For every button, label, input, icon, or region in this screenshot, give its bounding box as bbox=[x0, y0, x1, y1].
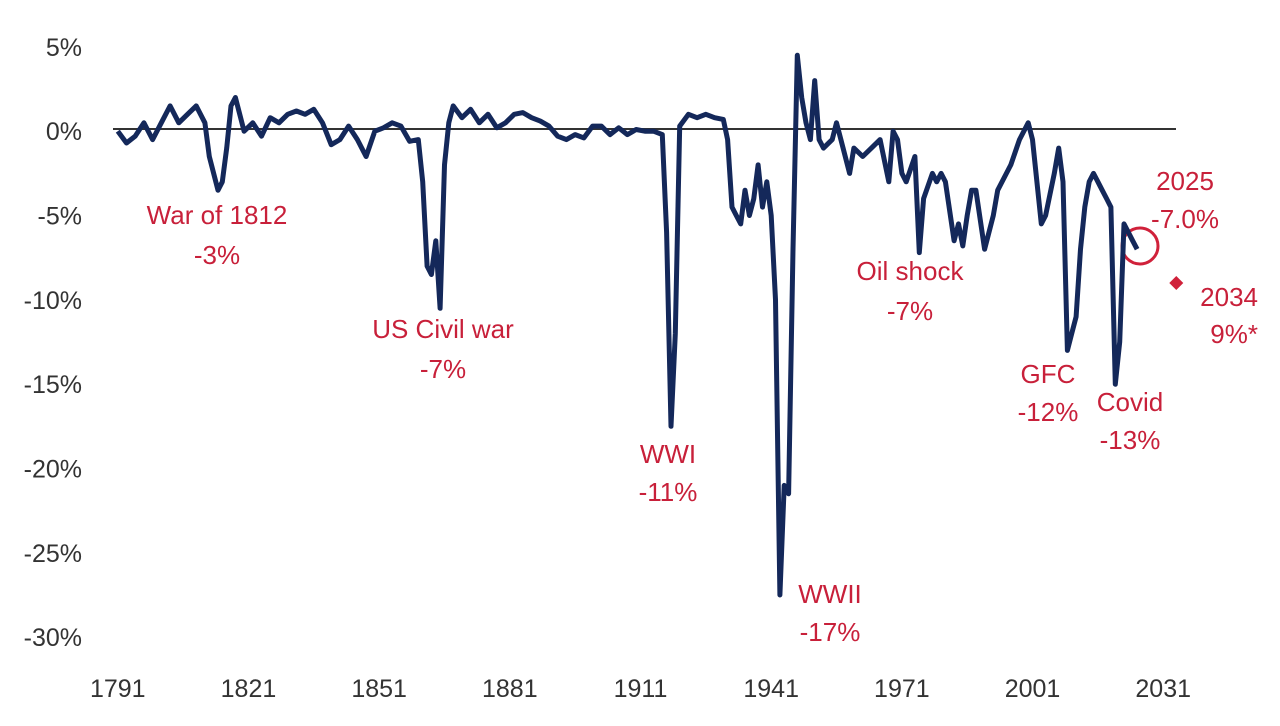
data-line bbox=[115, 52, 1140, 598]
annotation: -3% bbox=[194, 240, 240, 270]
annotation: Covid bbox=[1097, 387, 1163, 417]
annotation: WWII bbox=[798, 579, 862, 609]
projection-marker bbox=[1169, 275, 1184, 290]
annotation: 9%* bbox=[1210, 319, 1258, 349]
annotation: US Civil war bbox=[372, 314, 514, 344]
y-tick-label: 0% bbox=[46, 118, 82, 146]
annotation: -12% bbox=[1018, 397, 1079, 427]
annotation: 2034 bbox=[1200, 282, 1258, 312]
annotation: -17% bbox=[800, 617, 861, 647]
x-tick-label: 1911 bbox=[614, 675, 668, 703]
x-tick-label: 1791 bbox=[90, 675, 146, 703]
x-tick-label: 1941 bbox=[743, 675, 799, 703]
y-tick-label: -15% bbox=[24, 371, 82, 399]
x-tick-label: 1971 bbox=[874, 675, 930, 703]
annotation: -7.0% bbox=[1151, 204, 1219, 234]
x-tick-label: 1821 bbox=[221, 675, 277, 703]
y-tick-label: -5% bbox=[38, 203, 82, 231]
y-tick-label: -10% bbox=[24, 287, 82, 315]
y-tick-label: -30% bbox=[24, 624, 82, 652]
annotation: -7% bbox=[420, 354, 466, 384]
x-tick-label: 2001 bbox=[1005, 675, 1061, 703]
y-tick-label: -20% bbox=[24, 455, 82, 483]
annotation: -13% bbox=[1100, 425, 1161, 455]
y-tick-label: -25% bbox=[24, 540, 82, 568]
annotations: War of 1812 -3% US Civil war -7% WWI -11… bbox=[147, 166, 1258, 647]
x-tick-label: 1851 bbox=[351, 675, 407, 703]
annotation: Oil shock bbox=[857, 256, 965, 286]
annotation: WWI bbox=[640, 439, 696, 469]
annotation: War of 1812 bbox=[147, 200, 288, 230]
x-tick-label: 2031 bbox=[1135, 675, 1191, 703]
annotation: -7% bbox=[887, 296, 933, 326]
annotation: 2025 bbox=[1156, 166, 1214, 196]
annotation: -11% bbox=[639, 477, 698, 507]
y-tick-label: 5% bbox=[46, 34, 82, 62]
x-tick-label: 1881 bbox=[482, 675, 538, 703]
annotation: GFC bbox=[1021, 359, 1076, 389]
